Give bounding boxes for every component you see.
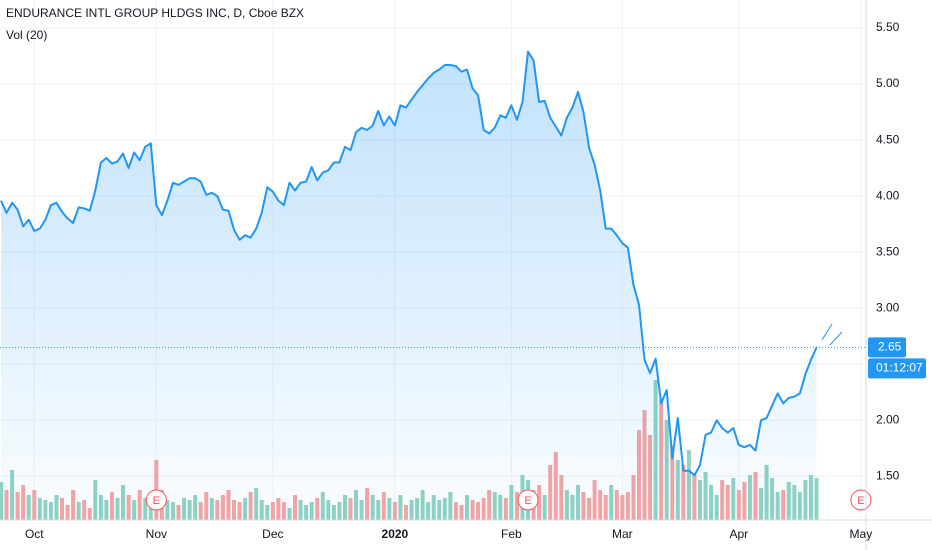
y-tick-label: 3.00 — [876, 300, 900, 314]
countdown: 01:12:07 — [876, 361, 923, 375]
countdown-tag — [868, 358, 926, 379]
y-tick-label: 4.00 — [876, 188, 900, 202]
x-tick-label: Feb — [501, 527, 522, 541]
last-price-label: 2.65 — [878, 340, 902, 354]
x-tick-label: May — [850, 527, 873, 541]
volume-legend: Vol (20) — [6, 28, 47, 42]
earnings-label: E — [153, 495, 160, 507]
earnings-marker — [145, 489, 167, 511]
y-tick-label: 2.00 — [876, 412, 900, 426]
x-tick-label: Oct — [25, 527, 44, 541]
price-line — [0, 50, 818, 477]
x-tick-label: Dec — [262, 527, 283, 541]
y-tick-label: 5.50 — [876, 20, 900, 34]
scroll-hint — [821, 323, 833, 341]
y-tick-label: 4.50 — [876, 132, 900, 146]
y-tick-label: 5.00 — [876, 76, 900, 90]
x-tick-label: Mar — [612, 527, 633, 541]
volume-bar — [814, 478, 819, 520]
chart-title: ENDURANCE INTL GROUP HLDGS INC, D, Cboe … — [6, 6, 304, 20]
area-fill — [1, 51, 817, 520]
earnings-label: E — [524, 495, 531, 507]
y-tick-label: 1.50 — [876, 468, 900, 482]
x-tick-label: Apr — [730, 527, 749, 541]
y-tick-label: 3.50 — [876, 244, 900, 258]
scroll-hint — [829, 331, 843, 346]
last-price-tag — [868, 337, 906, 358]
earnings-label: E — [857, 495, 864, 507]
x-tick-label: 2020 — [382, 527, 409, 541]
earnings-marker — [517, 489, 539, 511]
x-tick-label: Nov — [146, 527, 167, 541]
